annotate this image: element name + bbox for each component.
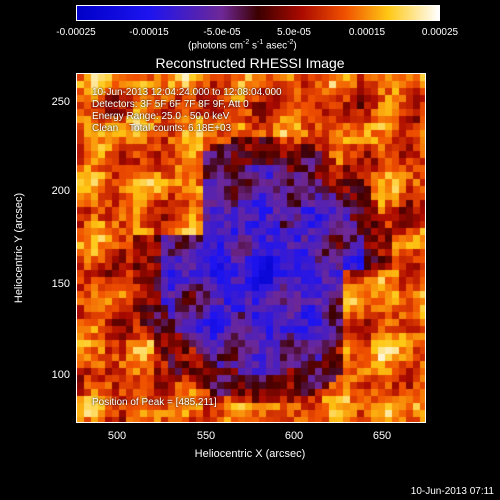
- x-tick-label: 550: [196, 430, 216, 442]
- colorbar-tick: -5.0e-05: [203, 27, 241, 38]
- y-tick-label: 100: [51, 369, 70, 381]
- x-axis-label: Heliocentric X (arcsec): [194, 448, 306, 460]
- colorbar-tick: 0.00015: [348, 27, 386, 38]
- energy-range-label: Energy Range: 25.0 - 50.0 keV: [92, 111, 230, 122]
- y-tick-label: 250: [51, 96, 70, 108]
- x-tick-label: 600: [284, 430, 304, 442]
- x-tick-label: 650: [372, 430, 392, 442]
- image-title: Reconstructed RHESSI Image: [155, 55, 345, 71]
- colorbar-tick: 0.00025: [421, 27, 459, 38]
- y-tick-label: 150: [51, 278, 70, 290]
- y-axis-label: Heliocentric Y (arcsec): [13, 192, 25, 304]
- time-range-label: 10-Jun-2013 12:04:24.000 to 12:08:04.000: [92, 87, 282, 98]
- rhessi-heatmap: [77, 74, 425, 422]
- peak-position-label: Position of Peak = [485,211]: [92, 397, 217, 408]
- colorbar-tick: -0.00015: [129, 27, 169, 38]
- colorbar-tick: 5.0e-05: [277, 27, 311, 38]
- rhessi-image-plot: [76, 73, 426, 423]
- colorbar-tick: -0.00025: [56, 27, 96, 38]
- y-tick-label: 200: [51, 185, 70, 197]
- render-timestamp: 10-Jun-2013 07:11: [410, 486, 494, 497]
- clean-counts-label: Clean Total counts: 6.18E+03: [92, 123, 232, 134]
- colorbar-unit-label: (photons cm-2 s-1 asec-2): [188, 39, 297, 52]
- detectors-label: Detectors: 3F 5F 6F 7F 8F 9F, Att 0: [92, 99, 249, 110]
- colorbar: [76, 5, 440, 21]
- x-tick-label: 500: [107, 430, 127, 442]
